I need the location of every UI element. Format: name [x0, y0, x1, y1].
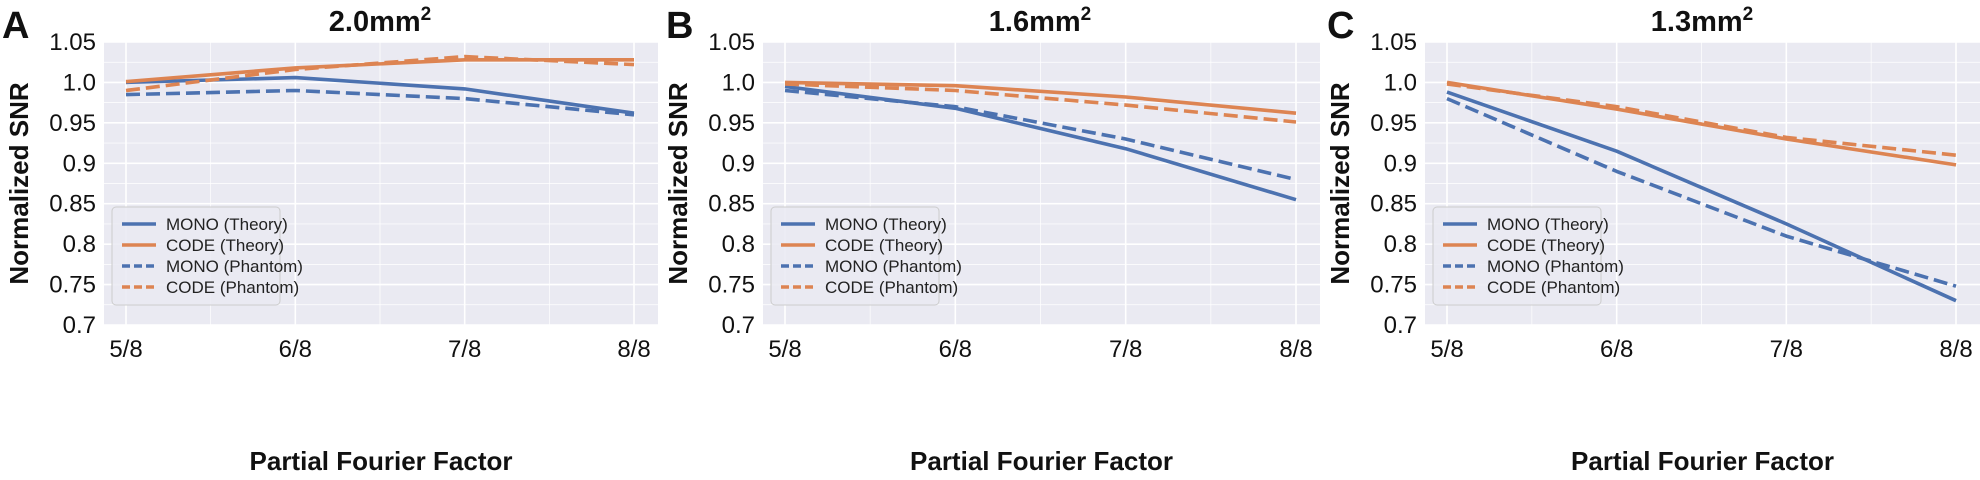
legend-label: MONO (Phantom): [825, 257, 962, 276]
chart-title-superscript: 2: [1743, 4, 1754, 25]
y-tick-label: 1.05: [708, 29, 755, 56]
x-axis-label: Partial Fourier Factor: [1571, 446, 1834, 475]
y-tick-label: 0.7: [722, 312, 755, 339]
y-tick-label: 0.9: [1384, 150, 1417, 177]
legend-label: MONO (Theory): [1487, 215, 1609, 234]
chart-title: 1.6mm2: [989, 4, 1091, 38]
x-tick-label: 6/8: [279, 336, 312, 363]
x-tick-label: 6/8: [1600, 336, 1633, 363]
panel-letter: C: [1327, 5, 1354, 47]
y-tick-label: 0.8: [722, 231, 755, 258]
y-tick-label: 0.7: [1384, 312, 1417, 339]
x-tick-label: 8/8: [617, 336, 650, 363]
y-axis-label: Normalized SNR: [4, 82, 34, 284]
y-tick-label: 0.8: [63, 231, 96, 258]
x-axis-label: Partial Fourier Factor: [250, 446, 513, 475]
legend-label: CODE (Theory): [1487, 236, 1605, 255]
y-axis-label: Normalized SNR: [1325, 82, 1355, 284]
chart-title-text: 1.3mm: [1651, 6, 1743, 38]
y-tick-label: 0.85: [1370, 191, 1417, 218]
y-tick-label: 1.05: [1370, 29, 1417, 56]
chart-title: 2.0mm2: [329, 4, 431, 38]
y-tick-label: 0.95: [49, 110, 96, 137]
y-tick-label: 0.85: [49, 191, 96, 218]
x-tick-label: 5/8: [1430, 336, 1463, 363]
y-tick-label: 1.0: [722, 69, 755, 96]
panel-letter: A: [2, 5, 29, 47]
y-tick-label: 0.95: [708, 110, 755, 137]
legend-label: CODE (Phantom): [825, 278, 958, 297]
x-tick-label: 8/8: [1939, 336, 1972, 363]
y-tick-label: 0.7: [63, 312, 96, 339]
chart-title-text: 2.0mm: [329, 6, 421, 38]
y-tick-label: 0.95: [1370, 110, 1417, 137]
y-tick-label: 0.75: [708, 272, 755, 299]
y-tick-label: 0.9: [722, 150, 755, 177]
chart-title-superscript: 2: [1081, 4, 1092, 25]
x-tick-label: 7/8: [448, 336, 481, 363]
legend-label: CODE (Theory): [166, 236, 284, 255]
legend-label: CODE (Phantom): [1487, 278, 1620, 297]
y-axis-label: Normalized SNR: [663, 82, 693, 284]
y-tick-label: 0.75: [49, 272, 96, 299]
y-tick-label: 0.9: [63, 150, 96, 177]
chart-title-text: 1.6mm: [989, 6, 1081, 38]
y-tick-label: 1.05: [49, 29, 96, 56]
legend-label: CODE (Theory): [825, 236, 943, 255]
legend-label: MONO (Phantom): [166, 257, 303, 276]
legend-label: MONO (Theory): [825, 215, 947, 234]
x-tick-label: 7/8: [1109, 336, 1142, 363]
y-tick-label: 0.8: [1384, 231, 1417, 258]
legend-label: MONO (Theory): [166, 215, 288, 234]
legend-label: MONO (Phantom): [1487, 257, 1624, 276]
chart-title: 1.3mm2: [1651, 4, 1753, 38]
y-tick-label: 0.75: [1370, 272, 1417, 299]
x-tick-label: 6/8: [939, 336, 972, 363]
legend-label: CODE (Phantom): [166, 278, 299, 297]
x-axis-label: Partial Fourier Factor: [910, 446, 1173, 475]
x-tick-label: 7/8: [1770, 336, 1803, 363]
y-tick-label: 0.85: [708, 191, 755, 218]
x-tick-label: 5/8: [109, 336, 142, 363]
chart-panel-b: 1.05 1.0 0.95 0.9 0.85 0.8 0.75 0.7 5/8 6/8 7/8 8/8…: [663, 4, 1320, 475]
chart-panel-c: 1.05 1.0 0.95 0.9 0.85 0.8 0.75 0.7 5/8 6/8 7/8 8/8…: [1325, 4, 1980, 475]
panel-letter: B: [666, 5, 693, 47]
y-tick-label: 1.0: [63, 69, 96, 96]
y-tick-label: 1.0: [1384, 69, 1417, 96]
chart-title-superscript: 2: [421, 4, 432, 25]
x-tick-label: 5/8: [768, 336, 801, 363]
chart-panel-a: 1.05 1.0 0.95 0.9 0.85 0.8 0.75 0.7 5/8 6/8 7/8 8/8…: [2, 4, 658, 475]
x-tick-label: 8/8: [1279, 336, 1312, 363]
